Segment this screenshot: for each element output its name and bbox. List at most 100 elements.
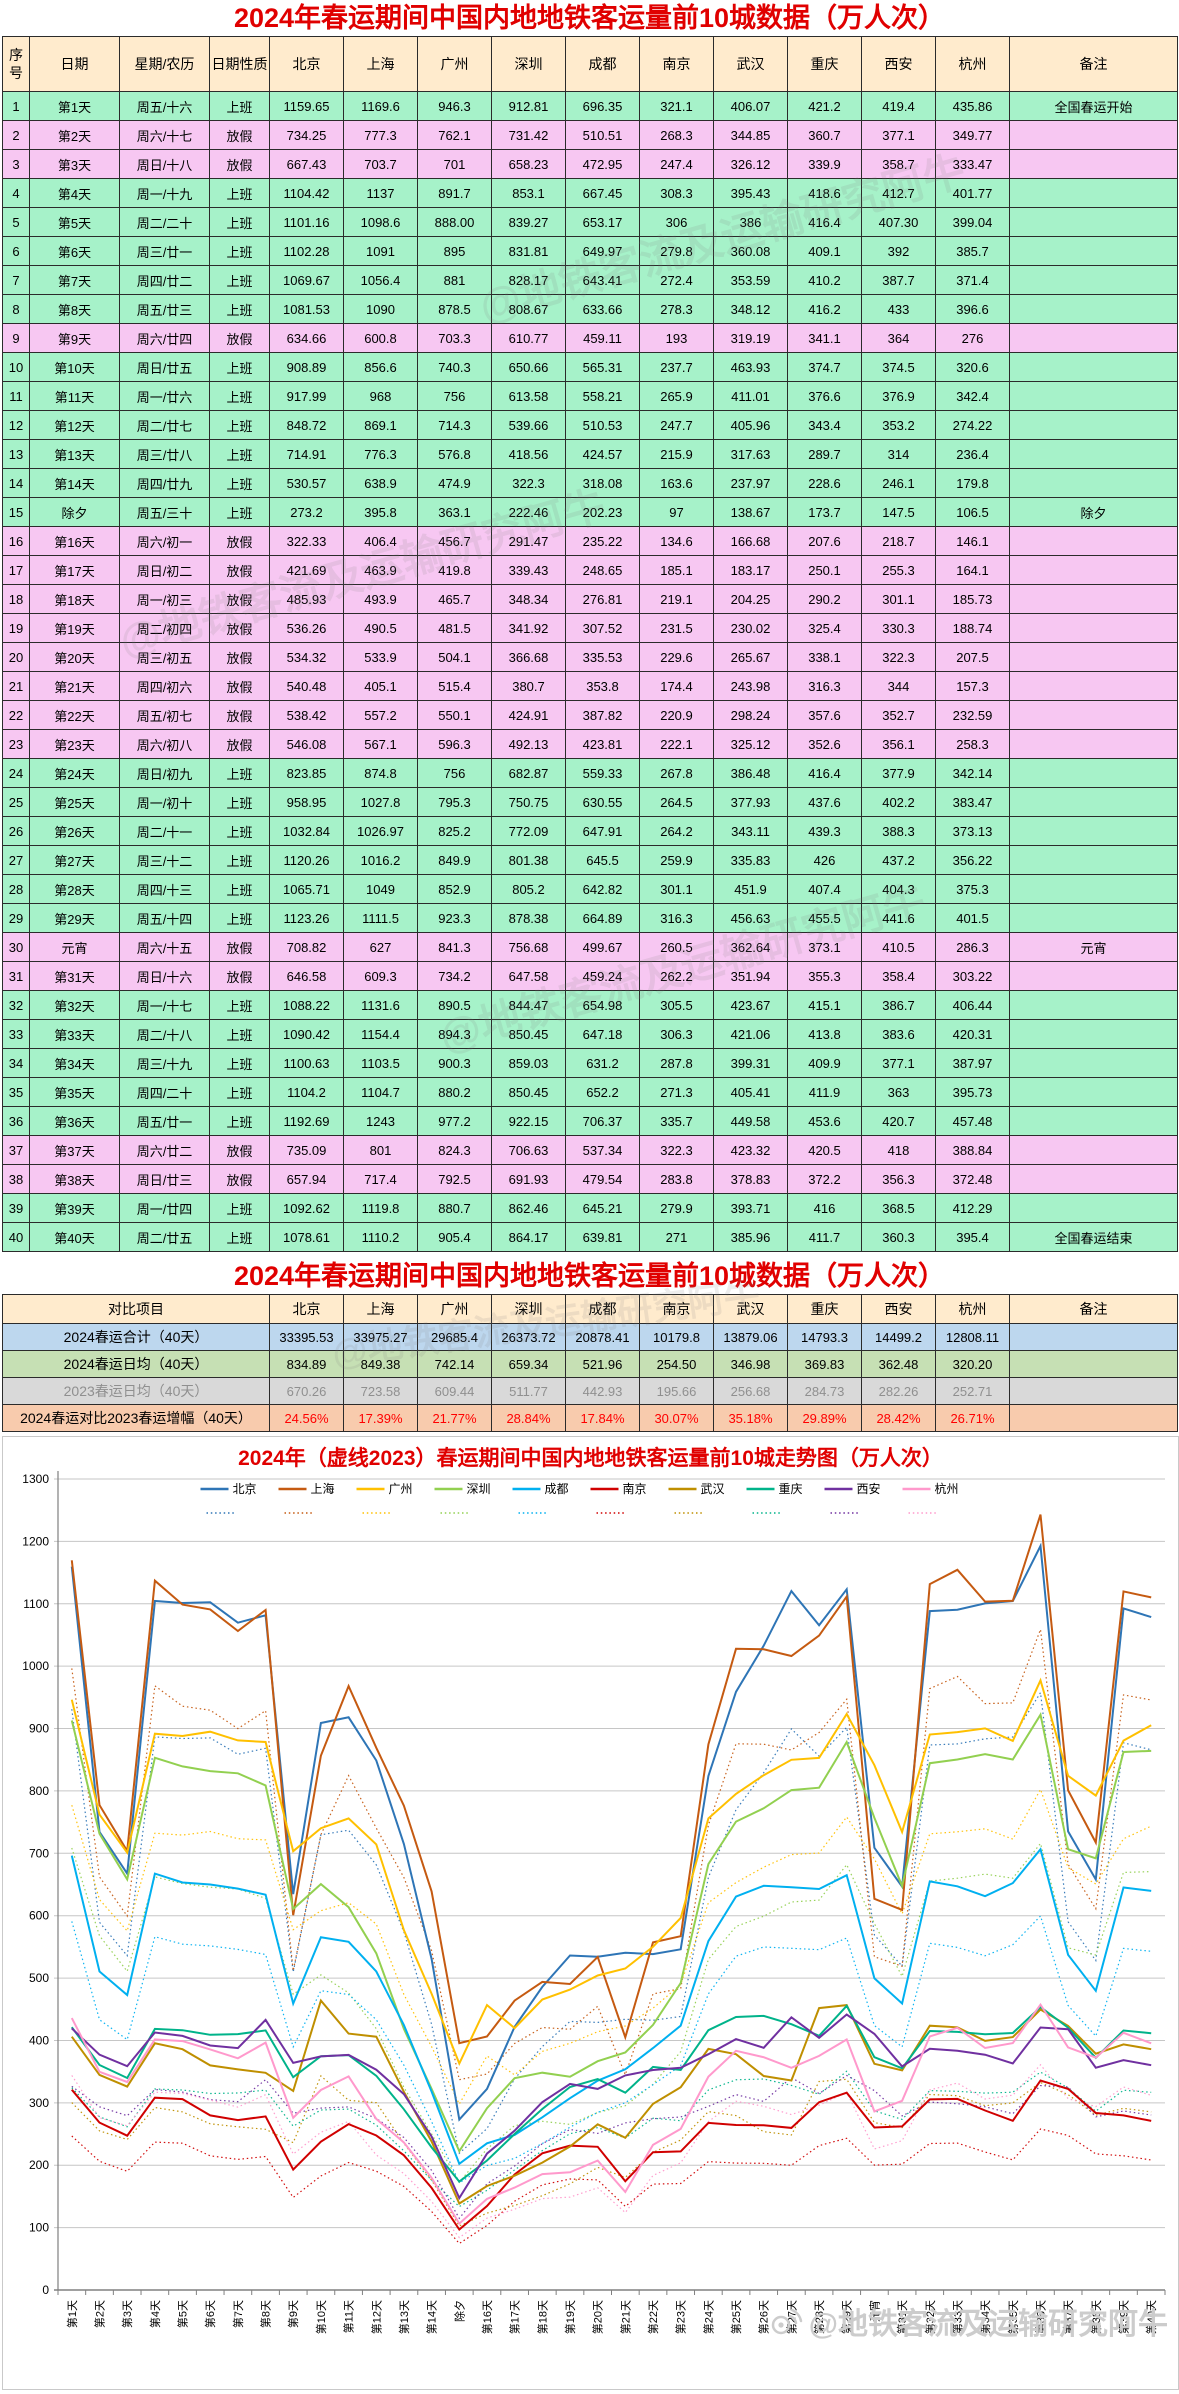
value-cell: 260.5 (639, 932, 714, 962)
note-cell (1009, 1106, 1178, 1136)
weekday-lunar-cell: 周五/三十 (119, 497, 210, 527)
value-cell: 481.5 (417, 613, 492, 643)
value-cell: 377.1 (861, 1048, 936, 1078)
value-cell: 420.31 (935, 1019, 1010, 1049)
date-cell: 第14天 (29, 468, 120, 498)
value-cell: 407.4 (787, 874, 862, 904)
date-cell: 第40天 (29, 1222, 120, 1252)
value-cell: 372.2 (787, 1164, 862, 1194)
value-cell: 388.3 (861, 816, 936, 846)
value-cell: 258.3 (935, 729, 1010, 759)
value-cell: 416.4 (787, 758, 862, 788)
value-cell: 173.7 (787, 497, 862, 527)
date-cell: 第32天 (29, 990, 120, 1020)
column-header: 西安 (861, 36, 936, 92)
value-cell: 356.22 (935, 845, 1010, 875)
value-cell: 286.3 (935, 932, 1010, 962)
value-cell: 558.21 (565, 381, 640, 411)
legend-label: 深圳 (467, 1482, 491, 1496)
row-index-cell: 30 (2, 932, 30, 962)
value-cell: 393.71 (713, 1193, 788, 1223)
legend-label: 杭州 (935, 1481, 959, 1496)
x-axis-tick-label: 第13天 (397, 2300, 411, 2334)
column-header: 南京 (639, 1294, 714, 1324)
value-cell: 1101.16 (269, 207, 344, 237)
column-header: 北京 (269, 36, 344, 92)
value-cell: 374.5 (861, 352, 936, 382)
row-index-cell: 7 (2, 265, 30, 295)
row-index-cell: 15 (2, 497, 30, 527)
value-cell: 756 (417, 381, 492, 411)
value-cell: 546.08 (269, 729, 344, 759)
value-cell: 1027.8 (343, 787, 418, 817)
value-cell: 1102.28 (269, 236, 344, 266)
value-cell: 301.1 (639, 874, 714, 904)
value-cell: 250.1 (787, 555, 862, 585)
day-type-cell: 放假 (209, 1164, 270, 1194)
value-cell: 166.68 (713, 526, 788, 556)
row-index-cell: 8 (2, 294, 30, 324)
weekday-lunar-cell: 周四/初六 (119, 671, 210, 701)
weekday-lunar-cell: 周五/廿三 (119, 294, 210, 324)
x-axis-tick-label: 第37天 (1061, 2300, 1075, 2334)
value-cell: 424.91 (491, 700, 566, 730)
value-cell: 412.29 (935, 1193, 1010, 1223)
value-cell: 424.57 (565, 439, 640, 469)
value-cell: 441.6 (861, 903, 936, 933)
value-cell: 808.67 (491, 294, 566, 324)
value-cell: 106.5 (935, 497, 1010, 527)
value-cell: 185.73 (935, 584, 1010, 614)
value-cell: 714.3 (417, 410, 492, 440)
legend-label: 北京 (233, 1482, 257, 1496)
weekday-lunar-cell: 周五/十六 (119, 91, 210, 121)
day-type-cell: 上班 (209, 1106, 270, 1136)
value-cell: 271.3 (639, 1077, 714, 1107)
value-cell: 138.67 (713, 497, 788, 527)
date-cell: 第10天 (29, 352, 120, 382)
value-cell: 874.8 (343, 758, 418, 788)
summary-value-cell: 442.93 (565, 1377, 640, 1405)
value-cell: 958.95 (269, 787, 344, 817)
value-cell: 894.3 (417, 1019, 492, 1049)
value-cell: 401.5 (935, 903, 1010, 933)
value-cell: 437.6 (787, 787, 862, 817)
summary-label-cell: 2024春运合计（40天） (2, 1323, 270, 1351)
column-header: 备注 (1009, 1294, 1178, 1324)
value-cell: 375.3 (935, 874, 1010, 904)
summary-value-cell: 26.71% (935, 1404, 1010, 1432)
series-2024-solid (70, 1514, 1152, 2231)
value-cell: 908.89 (269, 352, 344, 382)
weekday-lunar-cell: 周四/二十 (119, 1077, 210, 1107)
row-index-cell: 37 (2, 1135, 30, 1165)
x-axis-tick-label: 第39天 (1116, 2300, 1130, 2334)
table-row: 39 第39天 周一/廿四 上班 1092.62 1119.8 880.7 862.46 645… (2, 1193, 1178, 1223)
value-cell: 534.32 (269, 642, 344, 672)
value-cell: 222.1 (639, 729, 714, 759)
value-cell: 385.7 (935, 236, 1010, 266)
summary-value-cell: 10179.8 (639, 1323, 714, 1351)
value-cell: 342.4 (935, 381, 1010, 411)
value-cell: 856.6 (343, 352, 418, 382)
value-cell: 259.9 (639, 845, 714, 875)
value-cell: 416.4 (787, 207, 862, 237)
value-cell: 276 (935, 323, 1010, 353)
value-cell: 530.57 (269, 468, 344, 498)
row-index-cell: 21 (2, 671, 30, 701)
value-cell: 405.1 (343, 671, 418, 701)
value-cell: 231.5 (639, 613, 714, 643)
summary-table: 对比项目 北京 上海 广州 深圳 成都 南京 武汉 重庆 西安 杭州 备注 2024春运合计（40天） 3… (2, 1294, 1178, 1432)
x-axis-tick-label: 第21天 (618, 2300, 632, 2334)
value-cell: 493.9 (343, 584, 418, 614)
row-index-cell: 28 (2, 874, 30, 904)
row-index-cell: 23 (2, 729, 30, 759)
table-row: 40 第40天 周二/廿五 上班 1078.61 1110.2 905.4 864.17 639… (2, 1222, 1178, 1252)
value-cell: 1192.69 (269, 1106, 344, 1136)
table-row: 12 第12天 周二/廿七 上班 848.72 869.1 714.3 539.66 510.5… (2, 410, 1178, 440)
value-cell: 386.7 (861, 990, 936, 1020)
date-cell: 第24天 (29, 758, 120, 788)
value-cell: 279.9 (639, 1193, 714, 1223)
value-cell: 1169.6 (343, 91, 418, 121)
x-axis-tick-label: 除夕 (452, 2300, 466, 2322)
value-cell: 380.7 (491, 671, 566, 701)
column-header: 西安 (861, 1294, 936, 1324)
